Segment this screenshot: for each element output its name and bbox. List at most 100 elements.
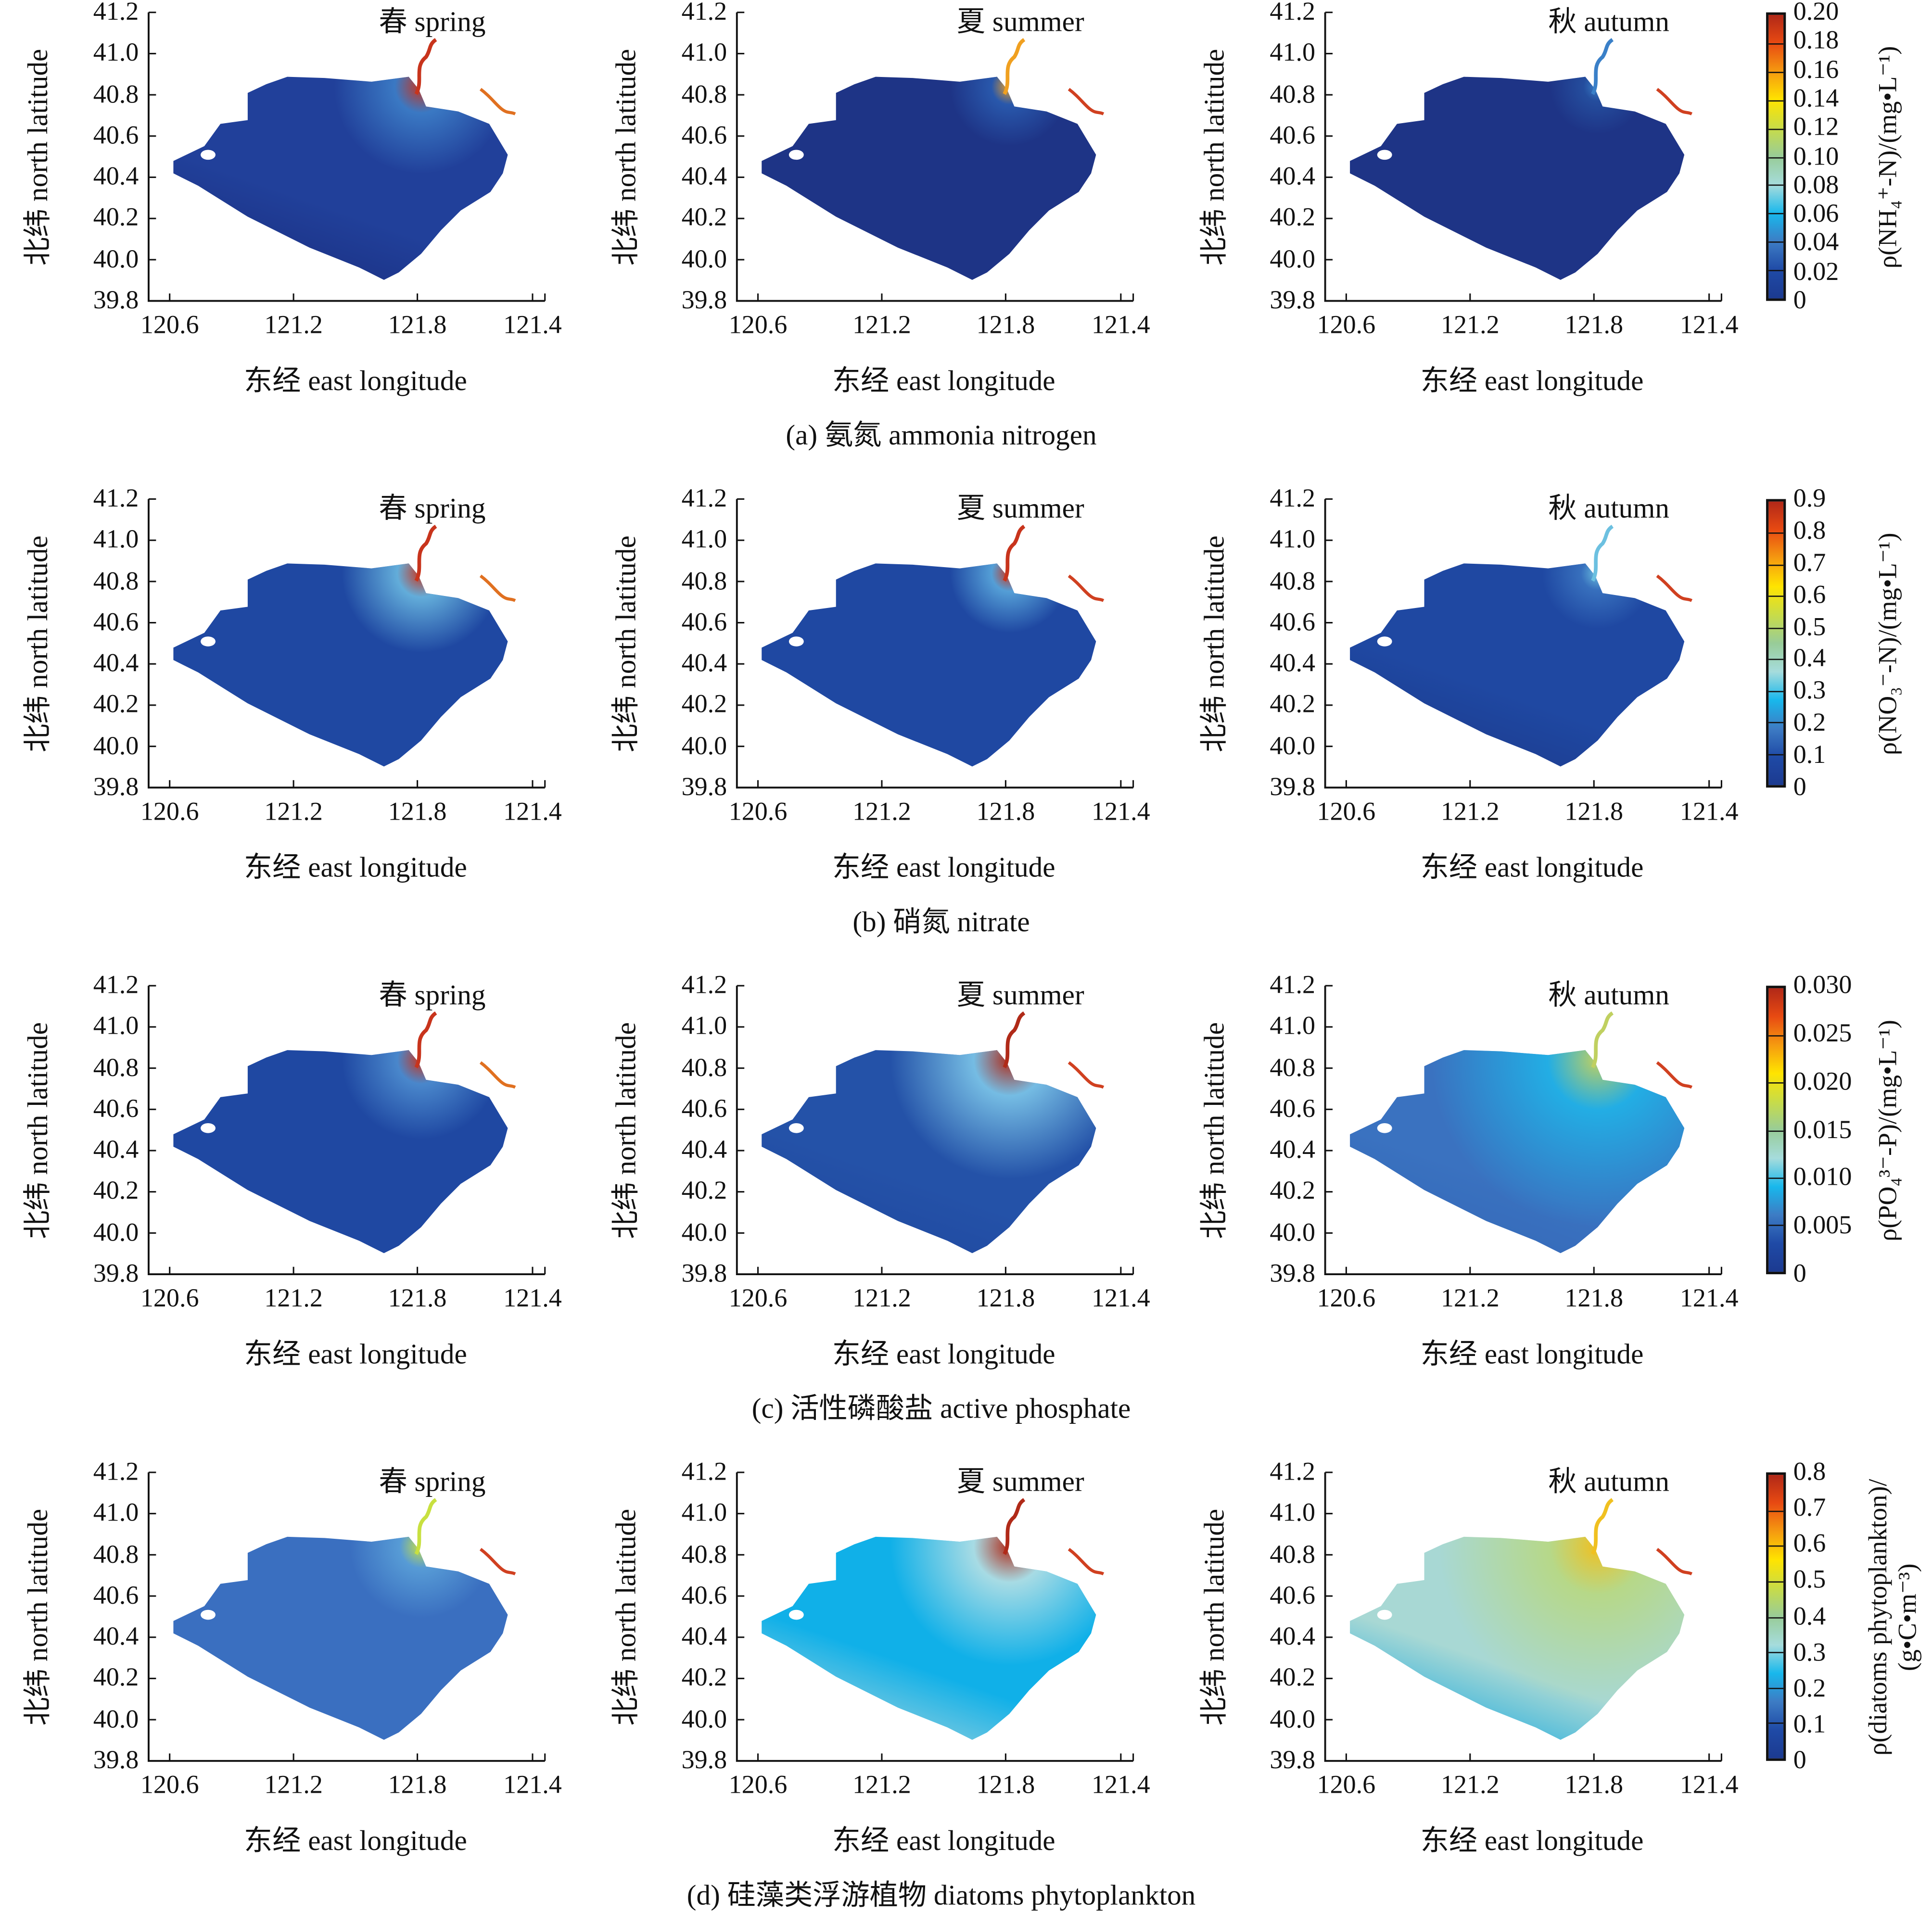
river-mouth-hotspot bbox=[762, 563, 1096, 767]
river-mouth-hotspot bbox=[173, 563, 508, 767]
colorbar-tick-label: 0.06 bbox=[1793, 198, 1839, 228]
x-tick-label: 120.6 bbox=[1317, 1769, 1376, 1799]
colorbar-divider bbox=[1768, 71, 1784, 73]
y-tick-label: 41.0 bbox=[1270, 1497, 1316, 1527]
y-tick-label: 40.4 bbox=[93, 1621, 139, 1651]
y-tick-label: 41.2 bbox=[681, 483, 727, 513]
river-daliao bbox=[1068, 1548, 1105, 1576]
x-tick-label: 121.8 bbox=[388, 309, 447, 340]
colorbar-tick-label: 0 bbox=[1793, 771, 1806, 801]
y-tick-label: 40.8 bbox=[1270, 78, 1316, 109]
river-mouth-hotspot bbox=[762, 1536, 1096, 1740]
colorbar-tick-label: 0.2 bbox=[1793, 707, 1826, 737]
y-tick-label: 39.8 bbox=[1270, 285, 1316, 315]
y-tick-label: 40.2 bbox=[681, 202, 727, 232]
row-caption: (b) 硝氮 nitrate bbox=[852, 906, 1030, 937]
y-tick-label: 40.4 bbox=[1270, 1134, 1316, 1165]
colorbar bbox=[1766, 1472, 1786, 1761]
colorbar-divider bbox=[1768, 1224, 1784, 1226]
season-title: 春 spring bbox=[379, 1466, 486, 1497]
river-mouth-hotspot bbox=[762, 76, 1096, 280]
x-tick-label: 121.8 bbox=[388, 1283, 447, 1313]
y-tick-label: 40.6 bbox=[93, 607, 139, 636]
island bbox=[788, 636, 804, 646]
colorbar-tick-label: 0.020 bbox=[1793, 1065, 1852, 1096]
colorbar-divider bbox=[1768, 128, 1784, 130]
season-title: 秋 autumn bbox=[1548, 493, 1669, 524]
y-tick-label: 40.8 bbox=[1270, 1538, 1316, 1569]
colorbar bbox=[1766, 986, 1786, 1275]
river-mouth-hotspot bbox=[173, 76, 508, 280]
river-daliao bbox=[1656, 88, 1693, 115]
colorbar-divider bbox=[1768, 753, 1784, 755]
y-tick-label: 40.6 bbox=[93, 120, 139, 150]
colorbar-tick-label: 0 bbox=[1793, 1258, 1806, 1288]
x-tick-label: 121.8 bbox=[1564, 796, 1624, 826]
island bbox=[788, 1123, 804, 1133]
y-tick-label: 40.4 bbox=[681, 1134, 727, 1165]
y-tick-label: 40.0 bbox=[681, 243, 727, 274]
river-liao bbox=[1003, 38, 1026, 95]
y-tick-label: 41.2 bbox=[93, 1456, 139, 1486]
y-tick-label: 40.0 bbox=[681, 1703, 727, 1734]
season-title: 秋 autumn bbox=[1548, 1466, 1669, 1497]
river-daliao bbox=[1656, 1548, 1693, 1576]
y-tick-label: 40.8 bbox=[93, 78, 139, 109]
y-tick-label: 41.0 bbox=[1270, 1011, 1316, 1041]
island bbox=[1377, 1123, 1392, 1133]
x-tick-label: 121.8 bbox=[1564, 1283, 1624, 1313]
x-tick-label: 121.8 bbox=[976, 1283, 1035, 1313]
y-tick-label: 41.0 bbox=[93, 1497, 139, 1527]
colorbar-tick-label: 0.12 bbox=[1793, 112, 1839, 141]
colorbar-divider bbox=[1768, 1130, 1784, 1131]
colorbar-divider bbox=[1768, 533, 1784, 534]
y-axis-label: 北纬 north latitude bbox=[1199, 48, 1230, 265]
y-axis-label: 北纬 north latitude bbox=[610, 535, 642, 752]
map-panel bbox=[147, 12, 546, 302]
river-liao bbox=[1003, 524, 1026, 582]
x-tick-label: 121.2 bbox=[264, 309, 323, 340]
x-tick-label: 121.2 bbox=[852, 1769, 911, 1799]
y-tick-label: 40.8 bbox=[93, 565, 139, 595]
y-tick-label: 40.4 bbox=[1270, 647, 1316, 678]
x-tick-label: 120.6 bbox=[140, 1769, 199, 1799]
colorbar-tick-label: 0.02 bbox=[1793, 256, 1839, 286]
colorbar-divider bbox=[1768, 1177, 1784, 1178]
x-axis-label: 东经 east longitude bbox=[832, 1825, 1055, 1857]
x-tick-label: 121.4 bbox=[503, 1283, 562, 1313]
island bbox=[201, 1123, 216, 1133]
x-tick-label: 121.4 bbox=[1092, 309, 1150, 340]
unit-line: ρ(NO₃⁻-N)/(mg•L⁻¹) bbox=[1872, 532, 1903, 755]
y-tick-label: 41.0 bbox=[93, 37, 139, 67]
colorbar-divider bbox=[1768, 659, 1784, 660]
colorbar-divider bbox=[1768, 1581, 1784, 1583]
x-axis-label: 东经 east longitude bbox=[832, 1338, 1055, 1370]
y-axis-label: 北纬 north latitude bbox=[610, 48, 642, 265]
river-daliao bbox=[479, 1548, 516, 1576]
island bbox=[1377, 150, 1392, 160]
colorbar-divider bbox=[1768, 270, 1784, 272]
y-tick-label: 41.0 bbox=[93, 1011, 139, 1041]
river-liao bbox=[414, 524, 437, 582]
x-axis-label: 东经 east longitude bbox=[243, 852, 467, 883]
colorbar-tick-label: 0.1 bbox=[1793, 1709, 1826, 1739]
river-daliao bbox=[1656, 1061, 1693, 1089]
y-axis-label: 北纬 north latitude bbox=[22, 1508, 53, 1725]
y-tick-label: 40.2 bbox=[1270, 1176, 1316, 1205]
x-tick-label: 121.4 bbox=[1092, 1769, 1150, 1799]
colorbar-divider bbox=[1768, 1082, 1784, 1084]
x-tick-label: 121.8 bbox=[976, 309, 1035, 340]
y-tick-label: 40.4 bbox=[681, 161, 727, 191]
y-tick-label: 40.2 bbox=[1270, 202, 1316, 232]
map-panel bbox=[736, 498, 1134, 789]
colorbar-divider bbox=[1768, 213, 1784, 215]
colorbar bbox=[1766, 499, 1786, 788]
y-tick-label: 40.6 bbox=[1270, 120, 1316, 150]
colorbar-tick-label: 0.7 bbox=[1793, 1492, 1826, 1522]
colorbar-divider bbox=[1768, 1723, 1784, 1724]
y-tick-label: 41.0 bbox=[681, 1011, 727, 1041]
y-tick-label: 39.8 bbox=[1270, 771, 1316, 801]
river-daliao bbox=[479, 574, 516, 602]
row-caption: (d) 硅藻类浮游植物 diatoms phytoplankton bbox=[686, 1879, 1196, 1911]
colorbar-tick-label: 0.005 bbox=[1793, 1210, 1852, 1240]
